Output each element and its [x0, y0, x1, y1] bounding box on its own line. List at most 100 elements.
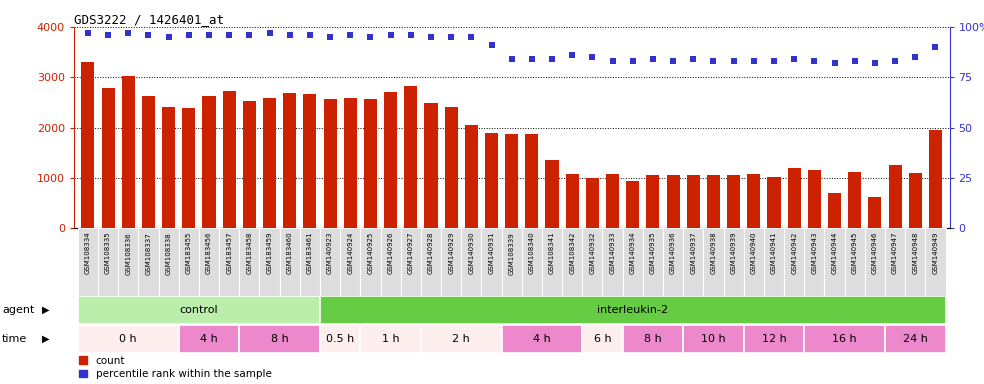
Bar	[263, 98, 277, 228]
Bar	[744, 325, 804, 353]
Bar	[82, 62, 94, 228]
Bar	[203, 96, 215, 228]
Bar	[768, 177, 780, 228]
Text: 10 h: 10 h	[702, 334, 726, 344]
Text: GSM140938: GSM140938	[710, 232, 716, 275]
Text: GSM140942: GSM140942	[791, 232, 797, 274]
Text: GSM183460: GSM183460	[286, 232, 292, 275]
Text: ▶: ▶	[42, 305, 50, 315]
Bar	[243, 101, 256, 228]
Text: control: control	[180, 305, 218, 315]
Bar	[360, 325, 421, 353]
Bar	[260, 228, 279, 296]
Bar	[78, 325, 179, 353]
Text: GSM140944: GSM140944	[831, 232, 837, 274]
Bar	[545, 160, 559, 228]
Text: GSM140937: GSM140937	[691, 232, 697, 275]
Bar	[464, 125, 478, 228]
Bar	[925, 228, 946, 296]
Text: GSM140949: GSM140949	[933, 232, 939, 274]
Text: interleukin-2: interleukin-2	[597, 305, 668, 315]
Bar	[142, 96, 155, 228]
Bar	[727, 175, 740, 228]
Text: GSM108335: GSM108335	[105, 232, 111, 275]
Bar	[929, 130, 942, 228]
Text: GSM108337: GSM108337	[146, 232, 152, 275]
Bar	[404, 86, 417, 228]
Bar	[461, 228, 481, 296]
Text: GSM140946: GSM140946	[872, 232, 878, 274]
Text: 2 h: 2 h	[453, 334, 470, 344]
Bar	[179, 325, 239, 353]
Bar	[683, 325, 744, 353]
Bar	[424, 104, 438, 228]
Text: 16 h: 16 h	[832, 334, 857, 344]
Bar	[239, 325, 320, 353]
Bar	[744, 228, 764, 296]
Bar	[400, 228, 421, 296]
Bar	[162, 106, 175, 228]
Bar	[78, 296, 320, 324]
Bar	[747, 174, 761, 228]
Bar	[825, 228, 844, 296]
Text: 4 h: 4 h	[533, 334, 551, 344]
Text: 0 h: 0 h	[119, 334, 137, 344]
Bar	[562, 228, 583, 296]
Bar	[421, 325, 502, 353]
Text: 4 h: 4 h	[200, 334, 217, 344]
Bar	[502, 228, 522, 296]
Bar	[905, 228, 925, 296]
Bar	[643, 228, 663, 296]
Bar	[158, 228, 179, 296]
Text: GSM140929: GSM140929	[448, 232, 455, 274]
Bar	[804, 325, 885, 353]
Text: GSM108342: GSM108342	[569, 232, 576, 274]
Bar	[384, 93, 398, 228]
Bar	[101, 88, 115, 228]
Bar	[219, 228, 239, 296]
Text: GSM140935: GSM140935	[649, 232, 656, 274]
Bar	[502, 325, 583, 353]
Bar	[441, 228, 461, 296]
Bar	[118, 228, 139, 296]
Text: GSM140939: GSM140939	[731, 232, 737, 275]
Bar	[239, 228, 260, 296]
Bar	[98, 228, 118, 296]
Bar	[868, 197, 882, 228]
Bar	[320, 228, 340, 296]
Bar	[179, 228, 199, 296]
Text: agent: agent	[2, 305, 34, 315]
Text: 1 h: 1 h	[382, 334, 400, 344]
Text: 12 h: 12 h	[762, 334, 786, 344]
Bar	[585, 177, 599, 228]
Bar	[320, 325, 360, 353]
Bar	[583, 325, 623, 353]
Bar	[687, 175, 700, 228]
Text: GSM140945: GSM140945	[852, 232, 858, 274]
Bar	[646, 175, 659, 228]
Bar	[542, 228, 562, 296]
Bar	[889, 165, 901, 228]
Legend: count, percentile rank within the sample: count, percentile rank within the sample	[79, 356, 272, 379]
Text: GSM140948: GSM140948	[912, 232, 918, 274]
Text: GDS3222 / 1426401_at: GDS3222 / 1426401_at	[74, 13, 223, 26]
Text: GSM140924: GSM140924	[347, 232, 353, 274]
Bar	[704, 228, 723, 296]
Bar	[623, 325, 683, 353]
Bar	[481, 228, 502, 296]
Bar	[421, 228, 441, 296]
Bar	[666, 175, 680, 228]
Bar	[525, 134, 538, 228]
Text: 24 h: 24 h	[902, 334, 928, 344]
Text: 0.5 h: 0.5 h	[326, 334, 354, 344]
Bar	[222, 91, 236, 228]
Text: time: time	[2, 334, 28, 344]
Bar	[303, 94, 317, 228]
Bar	[623, 228, 643, 296]
Bar	[885, 228, 905, 296]
Bar	[602, 228, 623, 296]
Text: GSM108340: GSM108340	[528, 232, 535, 275]
Text: GSM140928: GSM140928	[428, 232, 434, 274]
Bar	[828, 193, 841, 228]
Text: GSM140933: GSM140933	[609, 232, 616, 275]
